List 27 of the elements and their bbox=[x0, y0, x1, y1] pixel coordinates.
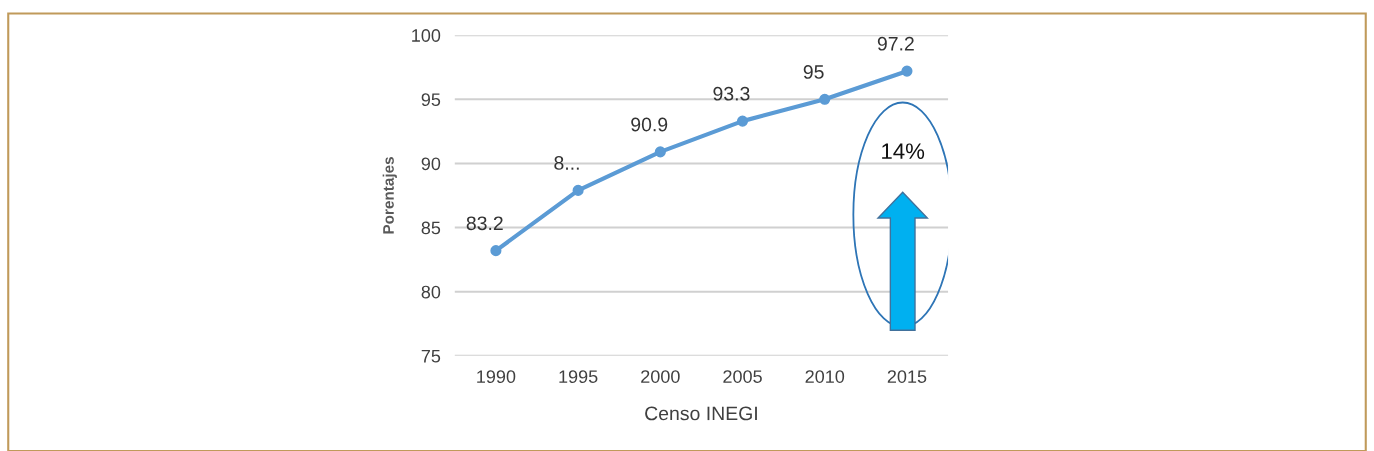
data-label: 93.3 bbox=[713, 86, 750, 101]
point bbox=[490, 245, 502, 257]
x-tick-label: 1995 bbox=[559, 370, 598, 383]
data-label: 97.2 bbox=[877, 36, 914, 51]
y-tick-label: 90 bbox=[421, 157, 441, 171]
y-tick-label: 85 bbox=[421, 221, 441, 235]
data-label: 90.9 bbox=[631, 117, 668, 132]
x-tick-label: 2000 bbox=[641, 370, 680, 383]
point bbox=[819, 93, 831, 105]
y-tick-label: 75 bbox=[421, 349, 441, 363]
y-tick-label: 95 bbox=[421, 93, 441, 107]
x-tick-label: 2015 bbox=[887, 370, 927, 383]
point bbox=[901, 65, 913, 77]
point bbox=[572, 184, 584, 196]
data-label: 83.2 bbox=[466, 216, 503, 231]
annotation: 14% bbox=[882, 143, 925, 159]
x-tick-label: 2010 bbox=[805, 370, 845, 383]
point bbox=[736, 115, 749, 127]
x-axis-title: Censo INEGI bbox=[645, 406, 757, 421]
data-label: 8... bbox=[554, 156, 579, 170]
data-label: 95 bbox=[803, 65, 824, 79]
y-tick-label: 80 bbox=[421, 285, 441, 299]
x-tick-label: 1990 bbox=[477, 370, 516, 383]
point bbox=[654, 146, 666, 158]
y-tick-label: 100 bbox=[412, 29, 441, 42]
y-axis-title: Porentajes bbox=[382, 157, 397, 234]
x-tick-label: 2005 bbox=[723, 370, 762, 383]
